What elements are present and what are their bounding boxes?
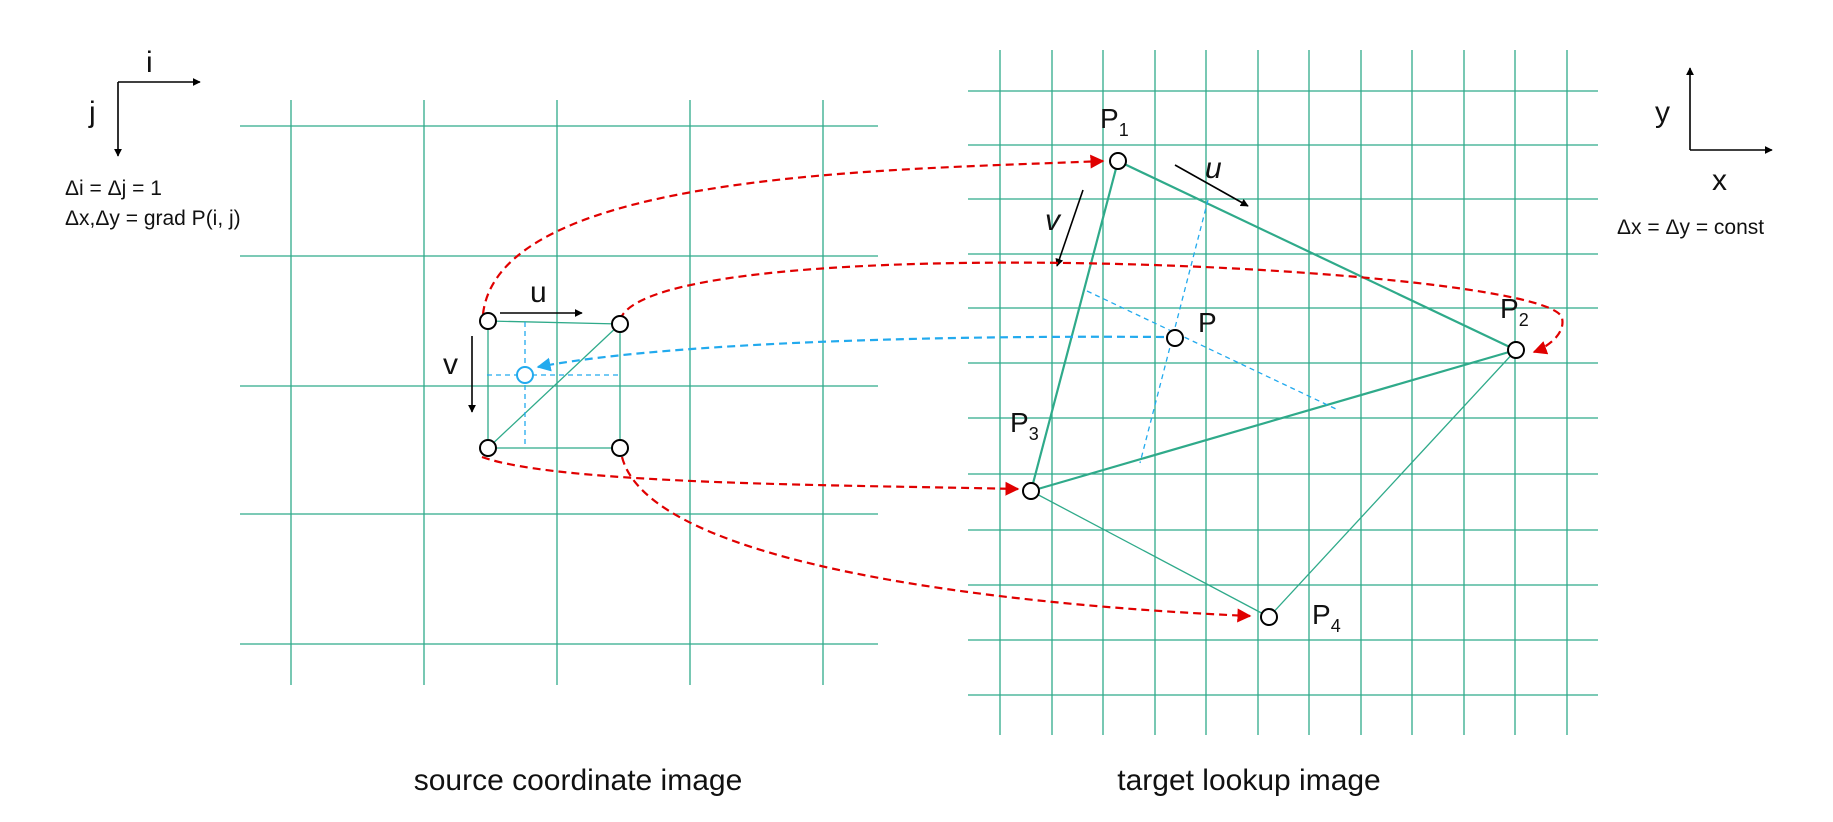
source-grid xyxy=(240,100,878,685)
target-note: Δx = Δy = const xyxy=(1617,216,1764,239)
label-p3: P3 xyxy=(1010,407,1039,444)
source-axes xyxy=(114,78,201,157)
source-u-label: u xyxy=(530,276,547,309)
axis-label-j: j xyxy=(88,96,96,129)
source-note-2: Δx,Δy = grad P(i, j) xyxy=(65,207,241,230)
source-v-label: v xyxy=(443,348,458,381)
axis-label-y: y xyxy=(1655,96,1670,129)
point-p2 xyxy=(1507,341,1525,359)
axis-label-x: x xyxy=(1712,164,1727,197)
source-corner-bottom-right xyxy=(611,439,629,457)
target-triangles xyxy=(1029,160,1517,618)
label-p1: P1 xyxy=(1100,103,1129,140)
target-u-label: u xyxy=(1205,152,1222,185)
label-p: P xyxy=(1198,307,1217,338)
target-grid xyxy=(968,50,1598,735)
point-p3 xyxy=(1022,482,1040,500)
target-v-label: v xyxy=(1045,204,1062,237)
caption-target: target lookup image xyxy=(1117,764,1381,797)
source-note-1: Δi = Δj = 1 xyxy=(65,177,162,200)
target-v-arrow xyxy=(1055,189,1084,267)
target-u-arrow xyxy=(1174,164,1249,207)
source-corner-top-left xyxy=(479,312,497,330)
source-corner-top-right xyxy=(611,315,629,333)
caption-source: source coordinate image xyxy=(414,764,743,797)
point-p4 xyxy=(1260,608,1278,626)
point-p xyxy=(1166,329,1184,347)
source-lookup-point xyxy=(516,366,534,384)
label-p4: P4 xyxy=(1312,599,1341,636)
source-cell xyxy=(487,320,621,449)
point-p1 xyxy=(1109,152,1127,170)
axis-label-i: i xyxy=(146,46,153,79)
label-p2: P2 xyxy=(1500,293,1529,330)
mapping-curves xyxy=(481,154,1564,623)
target-axes xyxy=(1686,67,1773,154)
source-corner-bottom-left xyxy=(479,439,497,457)
